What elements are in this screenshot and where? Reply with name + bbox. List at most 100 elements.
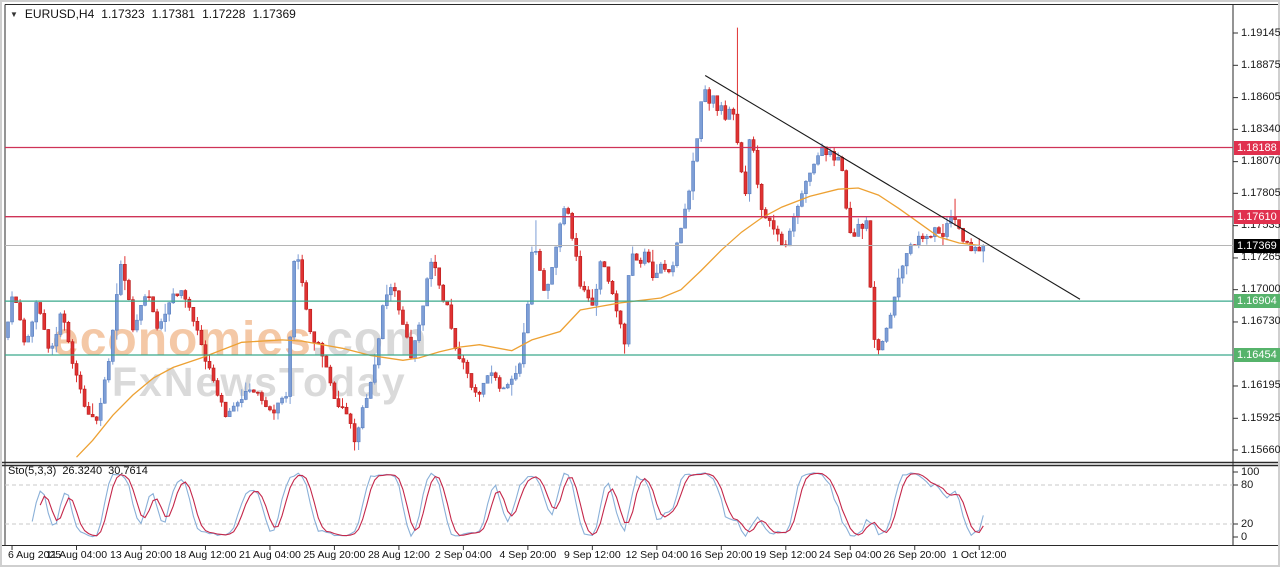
up-candle (481, 382, 486, 395)
down-candle (151, 296, 155, 313)
descending-trendline[interactable] (704, 75, 1081, 300)
stochastic-header: Sto(5,3,3) 26.3240 30.7614 (8, 465, 154, 477)
quote-high: 1.17381 (151, 7, 196, 21)
down-candle (131, 299, 135, 331)
down-candle (308, 308, 313, 333)
up-candle (904, 253, 909, 267)
up-candle (699, 101, 703, 139)
down-candle (401, 309, 405, 325)
up-candle (231, 405, 236, 412)
candles-layer (6, 27, 986, 451)
up-candle (691, 160, 695, 192)
down-candle (477, 391, 482, 395)
up-candle (864, 220, 869, 229)
down-candle (74, 363, 79, 376)
down-candle (586, 289, 591, 299)
up-candle (945, 223, 949, 237)
up-candle (505, 384, 510, 389)
up-candle (526, 303, 530, 334)
levels-layer (5, 146, 1233, 356)
down-candle (203, 344, 208, 362)
up-candle (896, 277, 901, 298)
up-candle (949, 217, 953, 224)
up-candle (110, 329, 115, 362)
down-candle (731, 108, 736, 115)
up-candle (360, 407, 365, 429)
down-candle (328, 366, 333, 384)
up-candle (558, 223, 562, 248)
up-candle (50, 345, 55, 349)
down-candle (62, 313, 67, 323)
down-candle (183, 290, 188, 300)
down-candle (264, 400, 268, 407)
up-candle (235, 402, 240, 407)
up-candle (10, 296, 14, 323)
up-candle (6, 321, 10, 338)
down-candle (336, 398, 341, 407)
up-candle (880, 340, 885, 351)
down-candle (14, 296, 18, 303)
up-candle (683, 208, 687, 229)
down-candle (848, 207, 853, 233)
down-candle (646, 251, 651, 263)
down-candle (610, 281, 615, 295)
down-candle (578, 256, 583, 287)
down-candle (473, 387, 478, 393)
up-candle (908, 244, 913, 254)
up-candle (34, 302, 39, 323)
down-candle (735, 113, 740, 143)
down-candle (961, 228, 965, 242)
up-candle (54, 334, 59, 347)
down-candle (18, 302, 22, 321)
down-candle (606, 266, 611, 282)
symbol-period: EURUSD,H4 (24, 7, 95, 21)
down-candle (219, 395, 224, 403)
down-candle (320, 342, 325, 357)
down-candle (542, 270, 546, 291)
down-candle (469, 373, 474, 388)
up-candle (695, 138, 699, 162)
symbol-dropdown-icon[interactable]: ▼ (10, 9, 18, 19)
down-candle (175, 293, 180, 296)
down-candle (46, 329, 51, 349)
up-candle (106, 361, 111, 381)
down-candle (574, 238, 579, 257)
down-candle (70, 341, 75, 364)
up-candle (642, 251, 647, 264)
up-candle (513, 373, 518, 380)
down-candle (268, 406, 272, 411)
up-candle (933, 227, 937, 237)
up-candle (389, 287, 393, 296)
down-candle (860, 223, 865, 229)
down-candle (42, 313, 47, 330)
up-candle (820, 146, 824, 156)
down-candle (256, 391, 260, 394)
down-candle (743, 171, 748, 195)
down-candle (300, 259, 304, 283)
up-candle (788, 230, 792, 247)
up-candle (58, 313, 63, 335)
up-candle (284, 396, 288, 399)
up-candle (828, 151, 832, 156)
down-candle (340, 406, 345, 408)
up-candle (163, 313, 167, 322)
down-candle (433, 261, 437, 269)
down-candle (582, 285, 587, 291)
down-candle (199, 329, 204, 346)
up-candle (292, 261, 296, 338)
down-candle (779, 233, 784, 245)
down-candle (614, 293, 619, 312)
down-candle (191, 307, 196, 322)
up-candle (747, 139, 752, 195)
up-candle (808, 172, 812, 182)
up-candle (518, 363, 522, 374)
up-candle (522, 332, 526, 365)
down-candle (324, 355, 329, 368)
down-candle (538, 251, 542, 271)
up-candle (239, 399, 244, 403)
up-candle (501, 387, 506, 390)
down-candle (755, 150, 760, 185)
down-candle (127, 280, 131, 300)
up-candle (796, 205, 800, 218)
